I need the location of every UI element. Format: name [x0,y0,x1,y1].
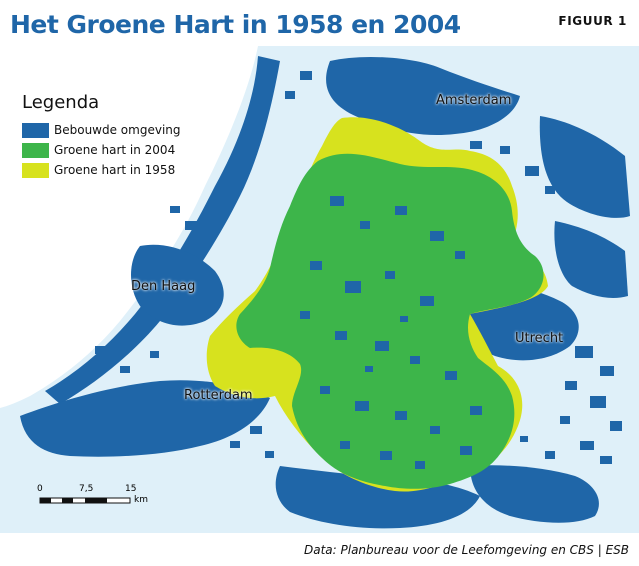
legend-label-green-2004: Groene hart in 2004 [54,143,176,157]
source-note: Data: Planbureau voor de Leefomgeving en… [303,543,629,557]
map [0,46,639,533]
legend-item-green-1958: Groene hart in 1958 [22,160,181,180]
legend-swatch-green-2004 [22,142,49,158]
sea [0,46,258,408]
city-label-rotterdam: Rotterdam [184,388,253,403]
scale-unit: km [134,495,148,505]
legend: Legenda Bebouwde omgeving Groene hart in… [22,92,181,180]
legend-swatch-green-1958 [22,162,49,178]
legend-label-built: Bebouwde omgeving [54,123,181,137]
figure-label: FIGUUR 1 [558,14,627,28]
map-title: Het Groene Hart in 1958 en 2004 [10,10,461,39]
legend-title: Legenda [22,92,100,113]
legend-label-green-1958: Groene hart in 1958 [54,163,176,177]
city-label-den-haag: Den Haag [131,279,196,294]
scale-tick-0: 0 [37,484,43,494]
green-heart-settlements [300,196,482,469]
settlement-dots [95,71,622,464]
legend-item-green-2004: Groene hart in 2004 [22,140,181,160]
city-label-amsterdam: Amsterdam [436,93,512,108]
legend-swatch-built [22,122,49,138]
legend-item-built: Bebouwde omgeving [22,120,181,140]
built-up-areas [20,56,630,529]
city-label-utrecht: Utrecht [515,331,564,346]
scale-tick-mid: 7,5 [79,484,94,494]
scale-bar: 0 7,5 15 km [34,484,154,510]
green-heart-2004 [236,153,544,489]
scale-tick-max: 15 [125,484,137,494]
